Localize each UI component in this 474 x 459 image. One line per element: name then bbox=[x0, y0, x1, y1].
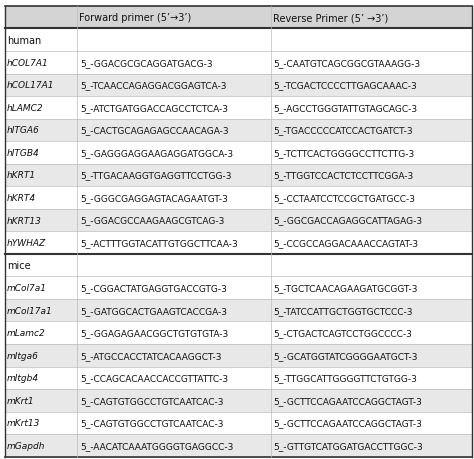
Bar bbox=[5, 389, 472, 412]
Bar bbox=[5, 29, 472, 52]
Bar bbox=[5, 299, 472, 322]
Text: Reverse Primer (5’ →3’): Reverse Primer (5’ →3’) bbox=[273, 13, 389, 23]
Bar bbox=[5, 434, 472, 457]
Bar bbox=[5, 344, 472, 367]
Bar bbox=[5, 412, 472, 434]
Text: hITGA6: hITGA6 bbox=[7, 126, 39, 135]
Text: hITGB4: hITGB4 bbox=[7, 149, 39, 157]
Text: 5_-TCAACCAGAGGACGGAGTCA-3: 5_-TCAACCAGAGGACGGAGTCA-3 bbox=[80, 81, 227, 90]
Text: mKrt1: mKrt1 bbox=[7, 396, 34, 405]
Text: mItgb4: mItgb4 bbox=[7, 374, 39, 382]
Bar bbox=[5, 52, 472, 74]
Bar bbox=[5, 74, 472, 97]
Bar bbox=[5, 119, 472, 142]
Text: hCOL17A1: hCOL17A1 bbox=[7, 81, 54, 90]
Text: hKRT13: hKRT13 bbox=[7, 216, 42, 225]
Bar bbox=[5, 232, 472, 254]
Bar bbox=[5, 254, 472, 277]
Text: mGapdh: mGapdh bbox=[7, 441, 45, 450]
Text: 5_-CACTGCAGAGAGCCAACAGA-3: 5_-CACTGCAGAGAGCCAACAGA-3 bbox=[80, 126, 228, 135]
Text: mLamc2: mLamc2 bbox=[7, 329, 46, 337]
Bar bbox=[5, 367, 472, 389]
Text: 5_-GTTGTCATGGATGACCTTGGC-3: 5_-GTTGTCATGGATGACCTTGGC-3 bbox=[273, 441, 423, 450]
Text: 5_-CTGACTCAGTCCTGGCCCC-3: 5_-CTGACTCAGTCCTGGCCCC-3 bbox=[273, 329, 412, 337]
Text: 5_-CCAGCACAACCACCGTTATTC-3: 5_-CCAGCACAACCACCGTTATTC-3 bbox=[80, 374, 228, 382]
Text: 5_-CGGACTATGAGGTGACCGTG-3: 5_-CGGACTATGAGGTGACCGTG-3 bbox=[80, 284, 227, 292]
Text: 5_-CCTAATCCTCCGCTGATGCC-3: 5_-CCTAATCCTCCGCTGATGCC-3 bbox=[273, 194, 416, 202]
Bar bbox=[5, 97, 472, 119]
Text: hCOL7A1: hCOL7A1 bbox=[7, 59, 48, 67]
Text: 5_-AGCCTGGGTATTGTAGCAGC-3: 5_-AGCCTGGGTATTGTAGCAGC-3 bbox=[273, 104, 418, 112]
Text: 5_-CAGTGTGGCCTGTCAATCAC-3: 5_-CAGTGTGGCCTGTCAATCAC-3 bbox=[80, 419, 223, 427]
Text: 5_-GGACGCGCAGGATGACG-3: 5_-GGACGCGCAGGATGACG-3 bbox=[80, 59, 212, 67]
Bar bbox=[5, 277, 472, 299]
Text: 5_-GCTTCCAGAATCCAGGCTAGT-3: 5_-GCTTCCAGAATCCAGGCTAGT-3 bbox=[273, 396, 423, 405]
Text: 5_-TCGACTCCCCTTGAGCAAAC-3: 5_-TCGACTCCCCTTGAGCAAAC-3 bbox=[273, 81, 418, 90]
Text: 5_-ATCTGATGGACCAGCCTCTCA-3: 5_-ATCTGATGGACCAGCCTCTCA-3 bbox=[80, 104, 228, 112]
Text: 5_-GAGGGAGGAAGAGGATGGCA-3: 5_-GAGGGAGGAAGAGGATGGCA-3 bbox=[80, 149, 233, 157]
Bar bbox=[5, 209, 472, 232]
Bar bbox=[5, 322, 472, 344]
Text: 5_-GCTTCCAGAATCCAGGCTAGT-3: 5_-GCTTCCAGAATCCAGGCTAGT-3 bbox=[273, 419, 423, 427]
Text: mice: mice bbox=[7, 261, 31, 270]
Text: 5_-ACTTTGGTACATTGTGGCTTCAA-3: 5_-ACTTTGGTACATTGTGGCTTCAA-3 bbox=[80, 239, 237, 247]
Text: hLAMC2: hLAMC2 bbox=[7, 104, 43, 112]
Text: 5_-GATGGCACTGAAGTCACCGA-3: 5_-GATGGCACTGAAGTCACCGA-3 bbox=[80, 306, 227, 315]
Text: Forward primer (5’→3’): Forward primer (5’→3’) bbox=[80, 13, 191, 23]
Text: 5_-GCATGGTATCGGGGAATGCT-3: 5_-GCATGGTATCGGGGAATGCT-3 bbox=[273, 351, 418, 360]
Text: mCol17a1: mCol17a1 bbox=[7, 306, 53, 315]
Text: 5_-GGAGAGAACGGCTGTGTGTA-3: 5_-GGAGAGAACGGCTGTGTGTA-3 bbox=[80, 329, 228, 337]
Bar bbox=[5, 142, 472, 164]
Text: 5_-TTGGTCCACTCTCCTTCGGA-3: 5_-TTGGTCCACTCTCCTTCGGA-3 bbox=[273, 171, 414, 180]
Text: 5_-TGCTCAACAGAAGATGCGGT-3: 5_-TGCTCAACAGAAGATGCGGT-3 bbox=[273, 284, 418, 292]
Text: 5_-CAATGTCAGCGGCGTAAAGG-3: 5_-CAATGTCAGCGGCGTAAAGG-3 bbox=[273, 59, 421, 67]
Text: 5_-TATCCATTGCTGGTGCTCCC-3: 5_-TATCCATTGCTGGTGCTCCC-3 bbox=[273, 306, 413, 315]
Text: 5_-TTGACAAGGTGAGGTTCCTGG-3: 5_-TTGACAAGGTGAGGTTCCTGG-3 bbox=[80, 171, 231, 180]
Text: 5_-TGACCCCCATCCACTGATCT-3: 5_-TGACCCCCATCCACTGATCT-3 bbox=[273, 126, 413, 135]
Text: 5_-GGCGACCAGAGGCATTAGAG-3: 5_-GGCGACCAGAGGCATTAGAG-3 bbox=[273, 216, 423, 225]
Text: mKrt13: mKrt13 bbox=[7, 419, 40, 427]
Text: human: human bbox=[7, 36, 41, 45]
Text: 5_-GGGCGAGGAGTACAGAATGT-3: 5_-GGGCGAGGAGTACAGAATGT-3 bbox=[80, 194, 228, 202]
Bar bbox=[5, 187, 472, 209]
Bar bbox=[5, 7, 472, 29]
Bar bbox=[5, 164, 472, 187]
Text: mCol7a1: mCol7a1 bbox=[7, 284, 46, 292]
Text: 5_-GGACGCCAAGAAGCGTCAG-3: 5_-GGACGCCAAGAAGCGTCAG-3 bbox=[80, 216, 224, 225]
Text: mItga6: mItga6 bbox=[7, 351, 38, 360]
Text: hKRT4: hKRT4 bbox=[7, 194, 36, 202]
Text: 5_-TTGGCATTGGGGTTCTGTGG-3: 5_-TTGGCATTGGGGTTCTGTGG-3 bbox=[273, 374, 418, 382]
Text: 5_-ATGCCACCTATCACAAGGCT-3: 5_-ATGCCACCTATCACAAGGCT-3 bbox=[80, 351, 221, 360]
Text: 5_-CAGTGTGGCCTGTCAATCAC-3: 5_-CAGTGTGGCCTGTCAATCAC-3 bbox=[80, 396, 223, 405]
Text: 5_-TCTTCACTGGGGCCTTCTTG-3: 5_-TCTTCACTGGGGCCTTCTTG-3 bbox=[273, 149, 415, 157]
Text: hYWHAZ: hYWHAZ bbox=[7, 239, 46, 247]
Text: 5_-AACATCAAATGGGGTGAGGCC-3: 5_-AACATCAAATGGGGTGAGGCC-3 bbox=[80, 441, 233, 450]
Text: 5_-CCGCCAGGACAAACCAGTAT-3: 5_-CCGCCAGGACAAACCAGTAT-3 bbox=[273, 239, 419, 247]
Text: hKRT1: hKRT1 bbox=[7, 171, 36, 180]
